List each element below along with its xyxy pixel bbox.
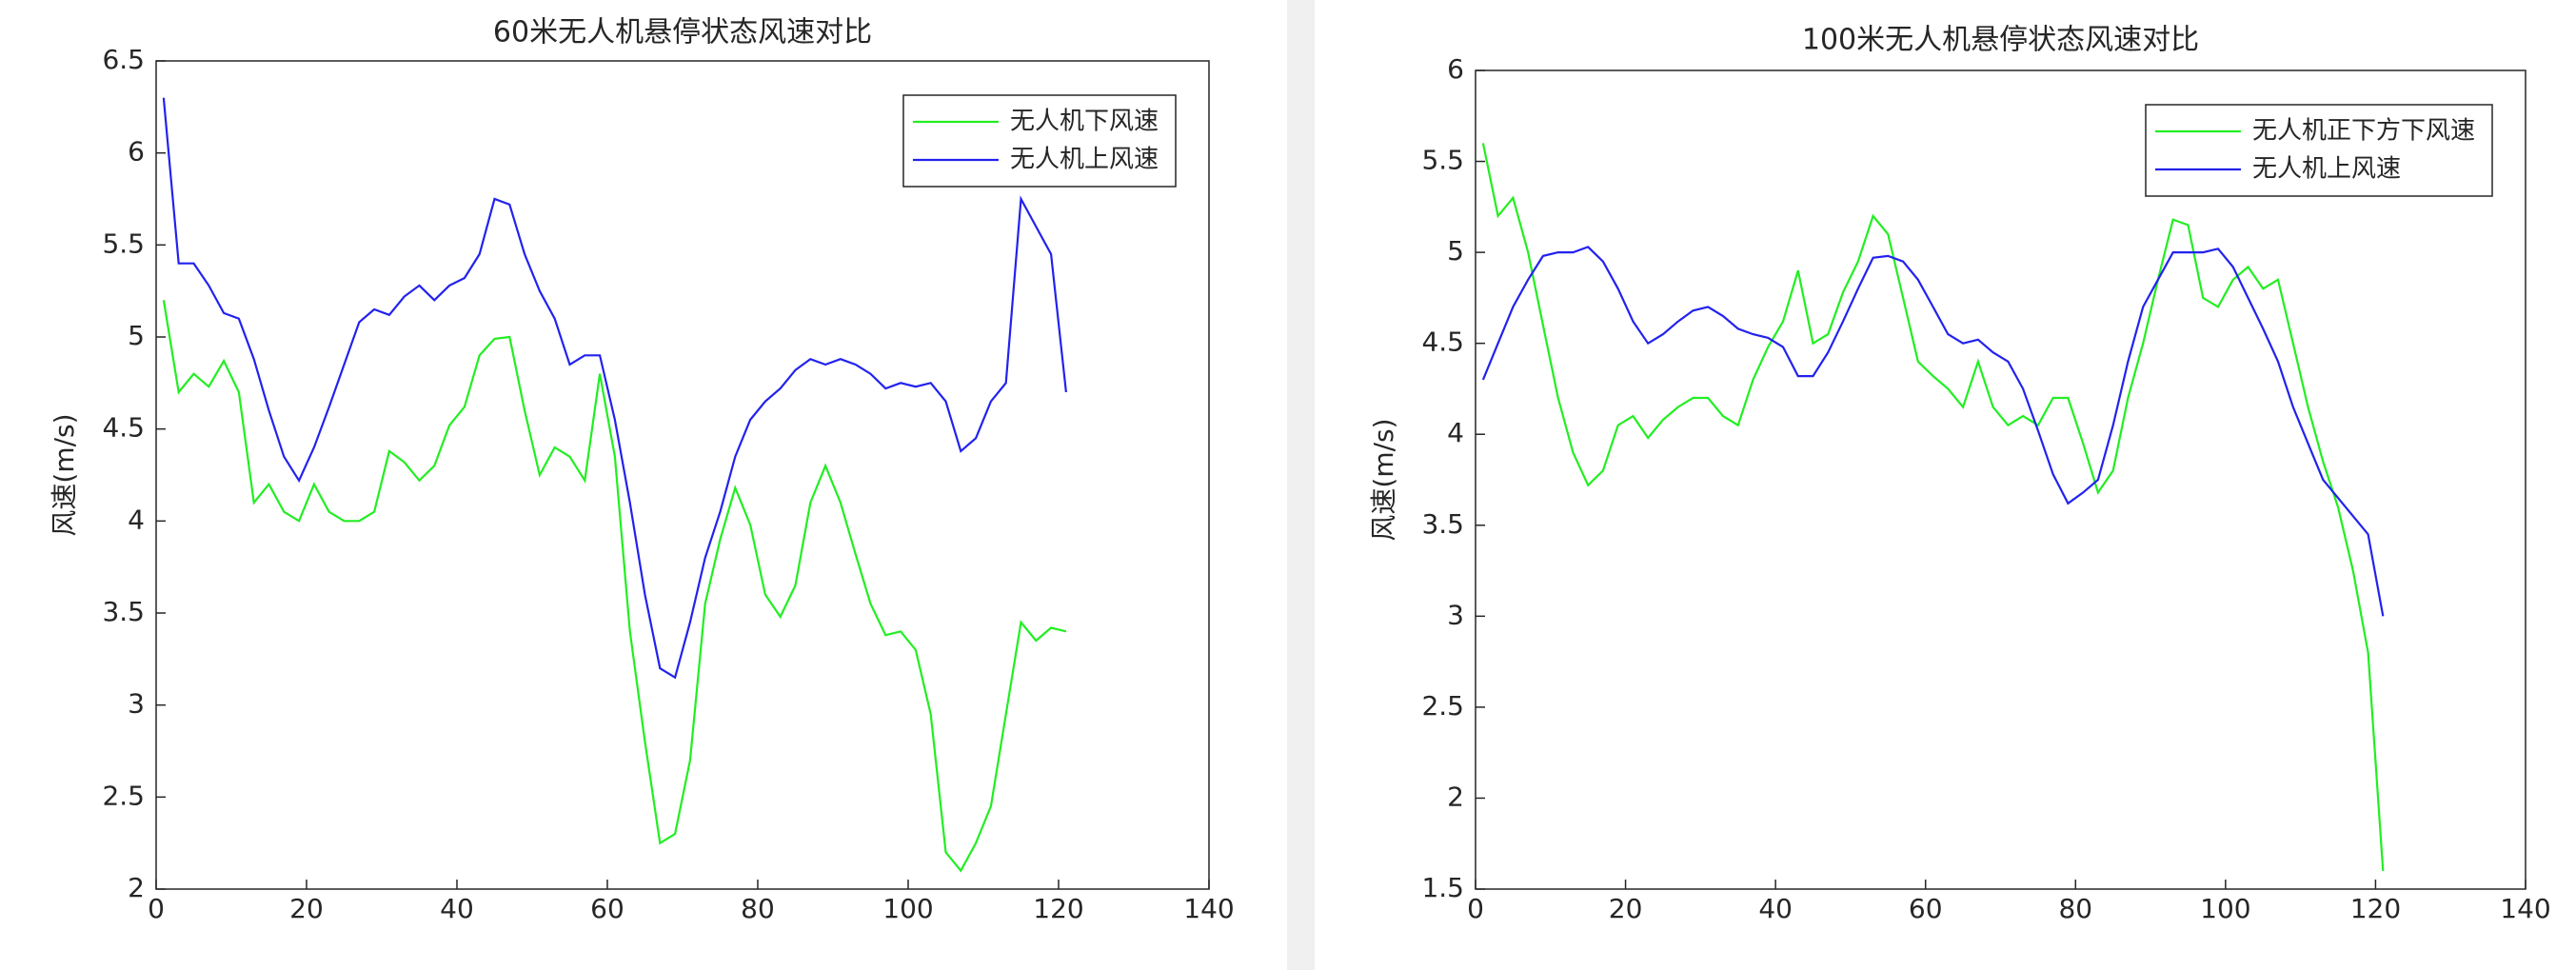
data-line [162, 97, 1067, 680]
y-tick-label: 4.5 [1421, 327, 1464, 358]
chart-title: 60米无人机悬停状态风速对比 [493, 16, 872, 49]
data-line [162, 300, 1067, 873]
y-tick-label: 3 [128, 688, 145, 720]
y-tick-label: 2.5 [102, 780, 145, 811]
y-tick-label: 6.5 [102, 44, 145, 75]
x-tick-label: 80 [2058, 893, 2092, 924]
x-tick-label: 60 [590, 893, 624, 924]
y-tick-label: 6 [1447, 53, 1464, 85]
x-tick-label: 120 [1033, 893, 1083, 924]
y-tick-label: 5.5 [1421, 145, 1464, 176]
y-tick-label: 4 [128, 504, 145, 535]
legend-label: 无人机正下方下风速 [2252, 117, 2475, 146]
y-tick-label: 5 [128, 320, 145, 351]
y-axis-label: 风速(m/s) [1368, 418, 1399, 541]
x-tick-label: 20 [1609, 893, 1643, 924]
y-axis-label: 风速(m/s) [49, 413, 80, 536]
y-tick-label: 3.5 [102, 596, 145, 627]
x-tick-label: 20 [289, 893, 324, 924]
y-tick-label: 3.5 [1421, 508, 1464, 540]
y-tick-label: 5.5 [102, 228, 145, 259]
x-tick-label: 140 [1183, 893, 1234, 924]
chart-title: 100米无人机悬停状态风速对比 [1802, 24, 2199, 57]
x-tick-label: 40 [1758, 893, 1793, 924]
legend-box [2145, 104, 2493, 197]
y-tick-label: 3 [1447, 599, 1464, 630]
plot-area [155, 60, 1210, 890]
y-tick-label: 4 [1447, 417, 1464, 448]
x-tick-label: 0 [1467, 893, 1484, 924]
legend-label: 无人机上风速 [1010, 146, 1159, 174]
legend-box [902, 94, 1177, 188]
x-tick-label: 140 [2500, 893, 2550, 924]
y-tick-label: 5 [1447, 235, 1464, 267]
y-tick-label: 2 [128, 872, 145, 903]
x-tick-label: 100 [882, 893, 933, 924]
data-line [1481, 143, 2385, 871]
data-line [1481, 246, 2385, 617]
y-tick-label: 6 [128, 136, 145, 168]
legend-label: 无人机下风速 [1010, 108, 1159, 136]
y-tick-label: 4.5 [102, 412, 145, 444]
x-tick-label: 120 [2350, 893, 2401, 924]
y-tick-label: 1.5 [1421, 872, 1464, 903]
x-tick-label: 80 [741, 893, 775, 924]
x-tick-label: 40 [440, 893, 474, 924]
x-tick-label: 60 [1909, 893, 1943, 924]
legend-label: 无人机上风速 [2252, 155, 2401, 184]
plot-area [1475, 69, 2526, 890]
x-tick-label: 0 [148, 893, 165, 924]
x-tick-label: 100 [2200, 893, 2250, 924]
y-tick-label: 2 [1447, 781, 1464, 812]
y-tick-label: 2.5 [1421, 690, 1464, 722]
